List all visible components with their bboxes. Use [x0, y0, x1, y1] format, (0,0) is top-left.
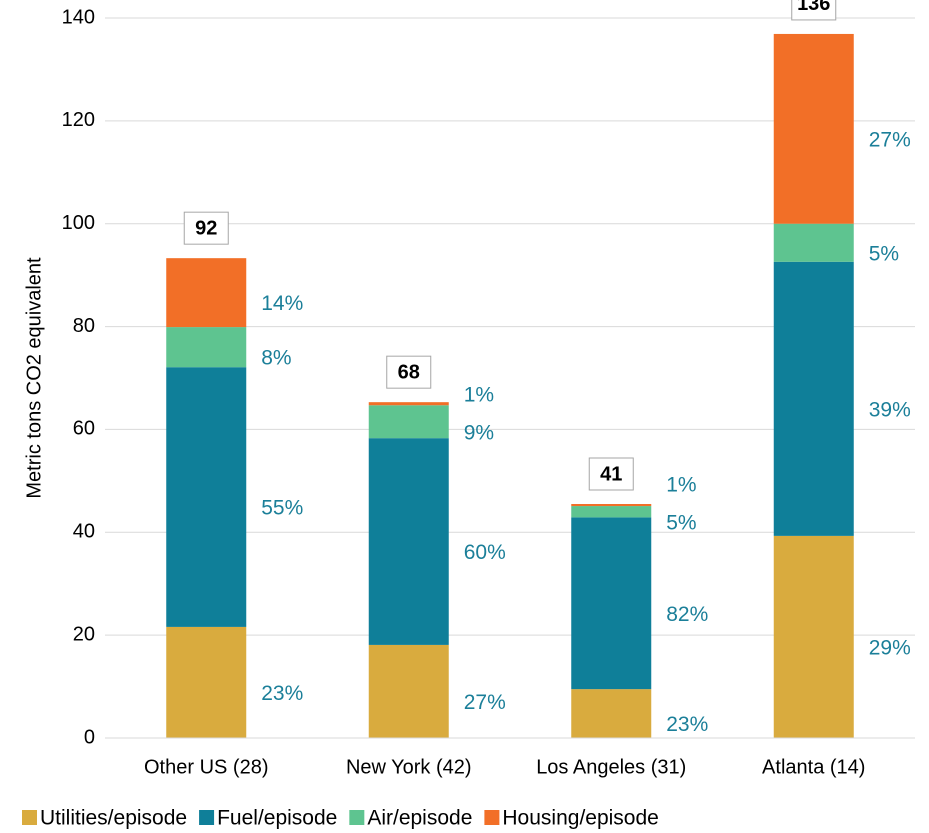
segment-label: 1%: [464, 383, 494, 406]
bar-segment: [368, 438, 449, 645]
segment-label: 55%: [261, 497, 303, 520]
bar-segment: [166, 258, 247, 328]
x-tick-label: Atlanta (14): [762, 756, 865, 778]
segment-label: 14%: [261, 292, 303, 315]
total-label: 136: [797, 0, 830, 15]
segment-label: 5%: [666, 511, 696, 534]
segment-label: 82%: [666, 603, 708, 626]
segment-label: 5%: [869, 242, 899, 265]
legend-label: Housing/episode: [502, 807, 658, 830]
segment-label: 8%: [261, 347, 291, 370]
legend-swatch: [22, 810, 37, 825]
segment-label: 27%: [464, 691, 506, 714]
total-box: [791, 0, 837, 21]
legend-label: Utilities/episode: [40, 807, 187, 830]
total-label: 41: [600, 463, 622, 485]
x-tick-label: Other US (28): [144, 756, 268, 778]
bar-segment: [571, 689, 652, 738]
bar-segment: [166, 626, 247, 738]
y-tick-label: 20: [73, 623, 95, 645]
segment-label: 9%: [464, 421, 494, 444]
bar-segment: [773, 223, 854, 262]
legend-swatch: [199, 810, 215, 825]
total-box: [183, 211, 229, 245]
y-tick-label: 40: [73, 521, 95, 543]
total-box: [588, 457, 634, 491]
bar-segment: [166, 367, 247, 627]
y-tick-label: 80: [73, 315, 95, 337]
y-tick-label: 140: [62, 6, 95, 28]
bar-segment: [773, 33, 854, 224]
segment-label: 39%: [869, 398, 911, 421]
y-tick-label: 100: [62, 212, 95, 234]
bar-segment: [571, 504, 652, 507]
total-label: 92: [195, 217, 217, 239]
segment-label: 1%: [666, 473, 696, 496]
y-tick-label: 60: [73, 418, 95, 440]
bar-segment: [166, 327, 247, 368]
segment-label: 23%: [666, 713, 708, 736]
bar-segment: [571, 506, 652, 518]
legend-label: Fuel/episode: [217, 807, 337, 830]
x-tick-label: New York (42): [346, 756, 472, 778]
segment-label: 27%: [869, 128, 911, 151]
legend-label: Air/episode: [367, 807, 472, 830]
y-axis-title: Metric tons CO2 equivalent: [23, 257, 45, 499]
segment-label: 29%: [869, 636, 911, 659]
total-label: 68: [398, 361, 420, 383]
x-tick-label: Los Angeles (31): [536, 756, 686, 778]
bar-segment: [368, 405, 449, 439]
bar-segment: [773, 261, 854, 536]
y-tick-label: 120: [62, 109, 95, 131]
bar-segment: [773, 535, 854, 738]
legend-swatch: [349, 810, 365, 825]
legend-swatch: [484, 810, 500, 825]
segment-label: 23%: [261, 682, 303, 705]
total-box: [386, 355, 432, 389]
y-tick-label: 0: [84, 726, 95, 748]
segment-label: 60%: [464, 541, 506, 564]
bar-segment: [368, 644, 449, 738]
bar-segment: [368, 402, 449, 406]
bar-segment: [571, 517, 652, 690]
